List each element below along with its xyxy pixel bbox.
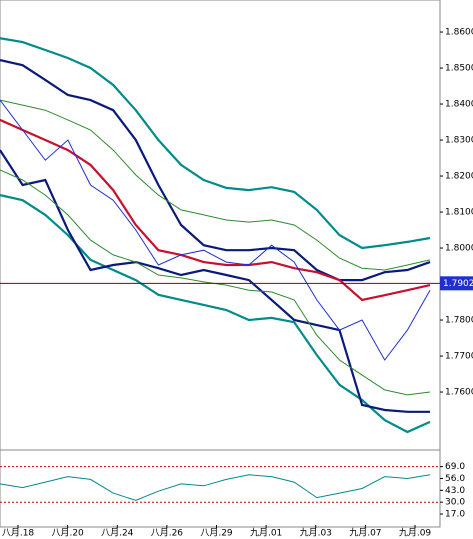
y-tick-label: 1.7600 bbox=[445, 388, 473, 398]
y-tick-label: 1.8600 bbox=[445, 28, 473, 38]
x-tick-label: 九月.09 bbox=[399, 528, 432, 539]
series-line bbox=[0, 118, 431, 302]
x-tick-label: 八月.26 bbox=[151, 528, 184, 539]
series-line bbox=[0, 149, 430, 413]
x-tick-label: 九月.03 bbox=[300, 528, 332, 539]
y-tick-label: 30.0 bbox=[445, 498, 465, 508]
series-line bbox=[0, 99, 431, 361]
x-tick-label: 八月.18 bbox=[2, 528, 35, 539]
y-tick-label: 43.0 bbox=[445, 486, 465, 496]
series-line bbox=[0, 194, 431, 434]
y-tick-label: 1.8500 bbox=[445, 64, 473, 74]
series-line bbox=[0, 474, 431, 501]
current-price-label: 1.7902 bbox=[443, 279, 473, 289]
series-line bbox=[0, 59, 431, 282]
y-tick-label: 1.8200 bbox=[445, 172, 473, 182]
y-tick-label: 1.8400 bbox=[445, 100, 473, 110]
y-tick-label: 1.8300 bbox=[445, 136, 473, 146]
y-tick-label: 1.8000 bbox=[445, 244, 473, 254]
y-tick-label: 1.8100 bbox=[445, 208, 473, 218]
y-tick-label: 1.7700 bbox=[445, 352, 473, 362]
series-line bbox=[0, 99, 431, 271]
current-price-box bbox=[440, 276, 473, 291]
x-tick-label: 八月.20 bbox=[51, 528, 84, 539]
series-line bbox=[0, 37, 431, 250]
x-tick-label: 九月.07 bbox=[349, 528, 381, 539]
x-tick-label: 九月.01 bbox=[250, 528, 282, 539]
y-tick-label: 56.0 bbox=[445, 474, 465, 484]
x-tick-label: 八月.29 bbox=[200, 528, 233, 539]
y-tick-label: 69.0 bbox=[445, 462, 465, 472]
y-tick-label: 17.0 bbox=[445, 510, 465, 520]
x-tick-label: 八月.24 bbox=[101, 528, 134, 539]
y-tick-label: 1.7800 bbox=[445, 316, 473, 326]
